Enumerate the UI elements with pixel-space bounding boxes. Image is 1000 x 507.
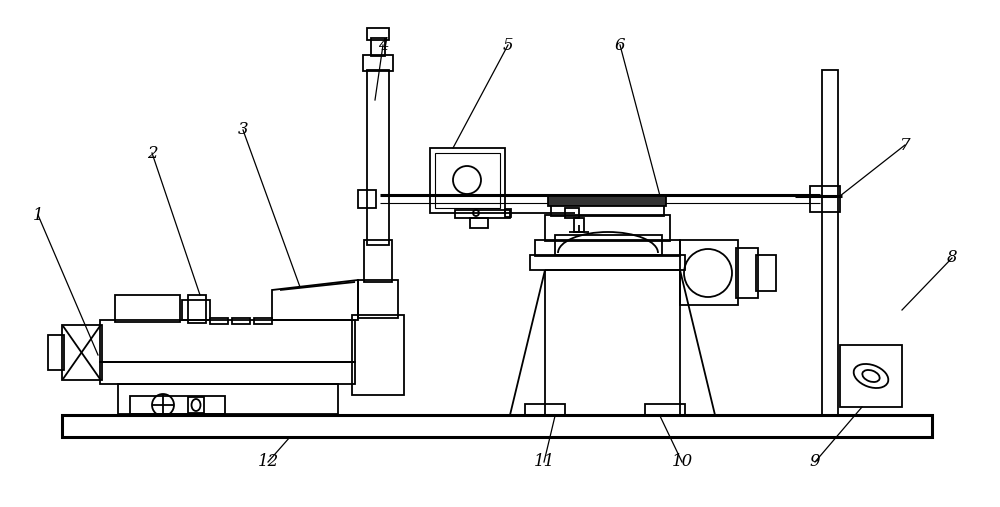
Bar: [100, 362, 355, 384]
Bar: [535, 240, 680, 256]
Text: 9: 9: [810, 453, 820, 470]
Text: 2: 2: [147, 144, 157, 162]
Bar: [364, 240, 392, 282]
Bar: [48, 335, 64, 370]
Text: 12: 12: [257, 453, 279, 470]
Bar: [680, 240, 738, 305]
Bar: [100, 320, 355, 362]
Bar: [545, 215, 670, 241]
Bar: [574, 218, 584, 232]
Bar: [822, 70, 838, 415]
Bar: [182, 300, 210, 320]
Bar: [548, 196, 666, 206]
Text: 4: 4: [378, 37, 388, 54]
Bar: [232, 318, 250, 324]
Bar: [530, 255, 685, 270]
Bar: [254, 318, 272, 324]
Bar: [645, 404, 685, 416]
Text: 1: 1: [33, 206, 43, 224]
Bar: [455, 210, 510, 218]
Bar: [210, 318, 228, 324]
Bar: [840, 345, 902, 407]
Bar: [188, 397, 204, 413]
Bar: [62, 325, 102, 380]
Bar: [352, 315, 404, 395]
Text: 3: 3: [238, 122, 248, 138]
Text: 8: 8: [947, 249, 957, 267]
Bar: [188, 295, 206, 323]
Bar: [118, 384, 338, 414]
Bar: [505, 209, 511, 217]
Bar: [130, 396, 225, 414]
Bar: [435, 153, 500, 208]
Bar: [430, 148, 505, 213]
Bar: [470, 218, 488, 228]
Bar: [756, 255, 776, 291]
Bar: [363, 55, 393, 71]
Bar: [358, 280, 398, 318]
Text: 6: 6: [615, 37, 625, 54]
Text: 7: 7: [900, 136, 910, 154]
Bar: [371, 38, 385, 56]
Bar: [736, 248, 758, 298]
Bar: [367, 70, 389, 245]
Bar: [525, 404, 565, 416]
Bar: [551, 200, 664, 216]
Bar: [115, 295, 180, 322]
Bar: [367, 28, 389, 40]
Bar: [810, 186, 840, 212]
Bar: [62, 415, 932, 437]
Bar: [358, 190, 376, 208]
Bar: [555, 235, 662, 255]
Bar: [565, 208, 579, 218]
Text: 10: 10: [671, 453, 693, 470]
Text: 5: 5: [503, 37, 513, 54]
Text: 11: 11: [533, 453, 555, 470]
